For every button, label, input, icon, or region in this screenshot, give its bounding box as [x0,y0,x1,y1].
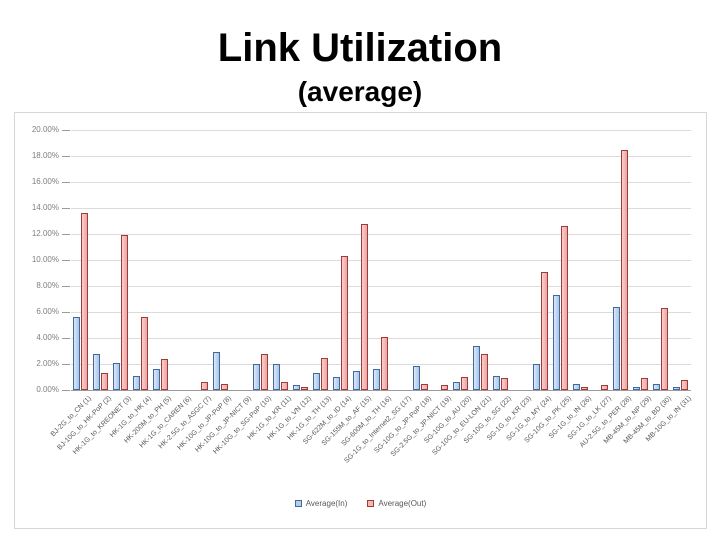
slide-title: Link Utilization [217,26,503,70]
slide-subtitle: (average) [297,76,423,107]
bar-average-in [93,353,100,390]
bar-average-out [541,271,548,390]
bar-average-out [461,377,468,390]
bar-average-out [201,382,208,390]
gridline [71,156,691,157]
bar-average-in [453,382,460,390]
legend-item-average-out: Average(Out) [367,499,426,508]
bar-average-out [501,377,508,390]
y-axis-tick-label: 12.00% [31,229,59,238]
bar-average-in [613,306,620,390]
bar-average-in [153,369,160,390]
bar-average-in [133,375,140,390]
bar-average-out [101,373,108,390]
bar-average-in [373,369,380,390]
bar-average-out [361,223,368,390]
legend: Average(In) Average(Out) [15,499,706,508]
link-utilization-chart: 0.00% 2.00% 4.00% 6.00% 8.00% 10.00% 12.00% 14.… [14,112,707,529]
bar-average-out [621,149,628,390]
gridline [71,234,691,235]
bar-average-in [313,373,320,390]
bar-average-out [121,235,128,390]
y-axis-tick-icon [62,208,70,209]
x-axis-category-label: MB-45M_to_BD (30) [622,395,673,446]
y-axis-tick-label: 6.00% [36,307,59,316]
bar-average-out [81,213,88,390]
bar-average-in [353,370,360,390]
bar-average-in [473,345,480,390]
gridline [71,182,691,183]
x-axis-category-label: MB-10G_to_IN (31) [644,395,693,444]
bar-average-out [161,358,168,390]
bar-average-out [661,308,668,390]
legend-swatch-in-icon [294,500,302,507]
bar-average-in [413,365,420,390]
legend-swatch-out-icon [367,500,375,507]
y-axis-tick-icon [62,234,70,235]
bar-average-out [141,317,148,390]
gridline [71,312,691,313]
y-axis-tick-icon [62,156,70,157]
bar-average-out [481,353,488,390]
bar-average-out [641,378,648,390]
bar-average-in [553,295,560,390]
legend-item-average-in: Average(In) [294,499,348,508]
legend-label-average-in: Average(In) [305,499,348,508]
bar-average-out [601,385,608,390]
bar-average-in [333,377,340,390]
bar-average-in [493,375,500,390]
y-axis-tick-icon [62,286,70,287]
bar-average-out [421,383,428,390]
y-axis-tick-label: 0.00% [36,385,59,394]
bar-average-in [573,383,580,390]
legend-label-average-out: Average(Out) [378,499,427,508]
bar-average-out [221,383,228,390]
y-axis-tick-label: 4.00% [36,333,59,342]
y-axis-tick-icon [62,130,70,131]
bar-average-out [301,386,308,390]
bar-average-out [261,354,268,390]
y-axis-tick-icon [62,364,70,365]
bar-average-in [113,362,120,390]
bar-average-in [673,386,680,390]
y-axis-tick-label: 16.00% [31,177,59,186]
y-axis-tick-label: 14.00% [31,203,59,212]
y-axis-tick-icon [62,390,70,391]
y-axis-tick-label: 8.00% [36,281,59,290]
y-axis-tick-icon [62,312,70,313]
y-axis-tick-icon [62,260,70,261]
bar-average-out [581,386,588,390]
y-axis-tick-label: 18.00% [31,151,59,160]
bar-average-out [381,336,388,390]
bar-average-in [653,383,660,390]
bar-average-in [273,364,280,390]
bar-average-in [73,317,80,390]
bar-average-out [341,256,348,390]
gridline [71,286,691,287]
gridline [71,130,691,131]
bar-average-out [681,379,688,390]
y-axis-tick-label: 2.00% [36,359,59,368]
bar-average-out [321,357,328,390]
gridline [71,208,691,209]
bar-average-in [533,364,540,390]
y-axis-tick-label: 10.00% [31,255,59,264]
y-axis-tick-icon [62,338,70,339]
bar-average-out [441,384,448,390]
y-axis-tick-label: 20.00% [31,125,59,134]
gridline [71,390,691,391]
bar-average-in [213,352,220,390]
bar-average-in [253,364,260,390]
bar-average-out [561,226,568,390]
gridline [71,260,691,261]
bar-average-in [293,385,300,390]
bar-average-out [281,381,288,390]
bar-average-in [633,386,640,390]
y-axis-tick-icon [62,182,70,183]
